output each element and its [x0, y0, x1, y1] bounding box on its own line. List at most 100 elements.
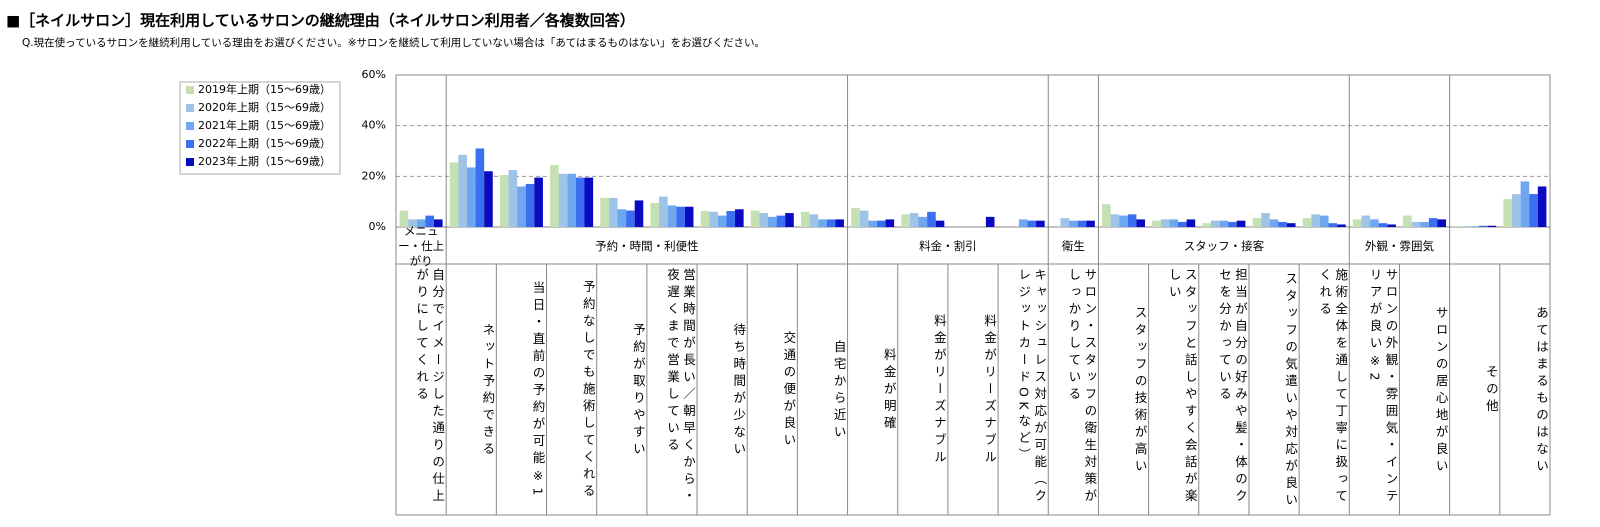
bar: [1361, 215, 1371, 227]
group-label: 外観・雰囲気: [1349, 229, 1449, 263]
bar: [1036, 220, 1045, 227]
bar: [517, 186, 526, 227]
bar: [416, 219, 426, 227]
bar: [885, 219, 895, 227]
bar: [1520, 181, 1530, 227]
bar: [1027, 220, 1037, 227]
x-tick-label-text: 営業時間が長い／朝早くから・夜遅くまで営業している: [665, 268, 697, 506]
x-tick-label: サロンの外観・雰囲気・インテリアが良い※2: [1350, 268, 1398, 513]
bar: [684, 206, 694, 227]
group-label-text: 外観・雰囲気: [1364, 238, 1434, 253]
bar: [466, 167, 476, 227]
bar: [1127, 214, 1137, 227]
bar: [659, 196, 668, 227]
bar: [534, 177, 543, 227]
bar: [1110, 214, 1120, 227]
bar: [935, 220, 945, 227]
x-tick-label-text: キャッシュレス対応が可能（クレジットカードOKなど）: [1016, 268, 1048, 506]
bar: [1236, 220, 1246, 227]
legend-label: 2019年上期（15～69歳）: [198, 82, 331, 96]
bar: [785, 213, 794, 227]
bar: [1060, 218, 1070, 227]
bar: [508, 170, 518, 227]
bar: [726, 211, 736, 227]
bar: [868, 220, 877, 227]
bar: [550, 164, 559, 227]
bar: [1370, 219, 1379, 227]
bar: [433, 219, 443, 227]
x-tick-label-text: あてはまるものはない: [1533, 305, 1549, 476]
legend-swatch: [186, 86, 194, 94]
bar: [1352, 219, 1362, 227]
bar: [1186, 219, 1196, 227]
y-tick-label: 60%: [362, 68, 386, 81]
bar: [709, 211, 718, 227]
bar: [667, 205, 677, 227]
bar: [859, 210, 869, 227]
bar: [1387, 224, 1396, 227]
bar: [1152, 220, 1161, 227]
x-tick-label: ネット予約できる: [447, 268, 495, 513]
x-tick-label: その他: [1451, 268, 1499, 513]
y-tick-label: 20%: [362, 169, 386, 182]
bar: [1278, 221, 1287, 227]
bar: [1470, 226, 1480, 227]
bar: [425, 215, 434, 227]
bar: [909, 213, 919, 227]
bar: [1119, 215, 1128, 227]
bar: [1319, 215, 1329, 227]
x-tick-label-text: ネット予約できる: [480, 322, 496, 459]
x-tick-label-text: 施術全体を通して丁寧に扱ってくれる: [1317, 268, 1349, 506]
bar: [484, 171, 493, 227]
bar: [475, 148, 485, 227]
x-tick-label-text: 待ち時間が少ない: [731, 322, 747, 459]
bar: [608, 197, 618, 227]
bar: [1437, 219, 1447, 227]
x-tick-label-text: 当日・直前の予約が可能※1: [530, 281, 546, 500]
x-tick-label-text: その他: [1483, 365, 1499, 416]
bar: [1503, 199, 1513, 227]
chart-title: ■［ネイルサロン］現在利用しているサロンの継続理由（ネイルサロン利用者／各複数回…: [6, 12, 635, 30]
bar: [600, 197, 609, 227]
x-tick-label: 当日・直前の予約が可能※1: [497, 268, 546, 513]
bar: [768, 216, 777, 227]
x-tick-label-text: スタッフの技術が高い: [1132, 305, 1148, 476]
bar: [985, 216, 995, 227]
bar: [750, 210, 760, 227]
group-label-text: スタッフ・接客: [1183, 238, 1265, 253]
legend-swatch: [186, 158, 194, 166]
bar: [1228, 221, 1237, 227]
bar: [408, 219, 417, 227]
bar: [735, 209, 744, 227]
bar: [776, 215, 786, 227]
bar: [800, 211, 810, 227]
x-tick-label-text: サロン・スタッフの衛生対策がしっかりしている: [1066, 268, 1098, 506]
bar: [818, 219, 827, 227]
bar: [1487, 225, 1497, 227]
bar: [1018, 219, 1028, 227]
bar: [1077, 220, 1087, 227]
bar: [575, 177, 585, 227]
x-tick-label: スタッフと話しやすく会話が楽しい: [1150, 268, 1198, 513]
x-tick-label-text: スタッフの気遣いや対応が良い: [1283, 271, 1299, 510]
bar: [1311, 214, 1320, 227]
bar: [1210, 220, 1220, 227]
bar: [1086, 220, 1095, 227]
legend-label: 2021年上期（15～69歳）: [198, 118, 331, 132]
group-label: 予約・時間・利便性: [446, 229, 847, 263]
bar: [399, 210, 409, 227]
bar: [1328, 223, 1338, 227]
bar: [1302, 218, 1312, 227]
x-tick-label-text: 予約が取りやすい: [630, 322, 646, 459]
bar: [1479, 225, 1488, 227]
x-tick-label: 担当が自分の好みや髪・体のクセを分かっている: [1200, 268, 1248, 513]
bar: [676, 206, 685, 227]
bar: [1403, 215, 1412, 227]
bar: [1420, 221, 1429, 227]
bar: [1252, 218, 1262, 227]
bar: [1411, 221, 1421, 227]
bar: [1177, 221, 1187, 227]
bar: [876, 220, 886, 227]
bar: [617, 209, 627, 227]
x-tick-label: 予約なしでも施術してくれる: [548, 268, 596, 513]
